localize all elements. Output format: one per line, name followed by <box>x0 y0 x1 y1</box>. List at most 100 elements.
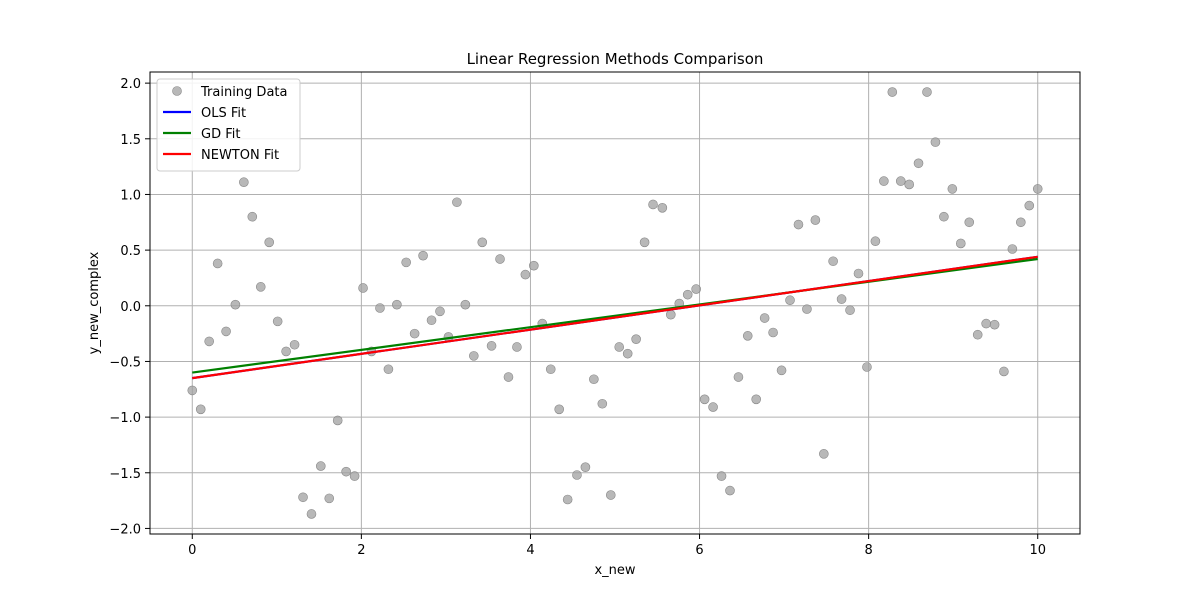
training-data-point <box>930 137 941 147</box>
training-data-point <box>477 237 488 248</box>
training-data-point <box>870 236 881 247</box>
y-tick-label: −2.0 <box>109 522 141 537</box>
y-tick-label: 2.0 <box>120 77 141 92</box>
training-data-point <box>1016 217 1026 228</box>
training-data-point <box>895 176 906 186</box>
fit-line-newton-fit <box>192 255 1038 380</box>
legend-label: OLS Fit <box>201 106 246 121</box>
training-data-point <box>999 366 1009 377</box>
training-data-point <box>989 319 1000 330</box>
training-data-point <box>1032 184 1043 194</box>
training-data-point <box>204 336 214 347</box>
training-data-point <box>554 404 565 415</box>
training-data-point <box>742 331 753 341</box>
training-data-point <box>708 402 718 412</box>
training-data-point <box>802 304 812 314</box>
training-data-point <box>580 462 591 473</box>
training-data-point <box>793 219 804 230</box>
training-data-point <box>682 289 693 300</box>
training-data-point <box>716 471 727 481</box>
training-data-point <box>452 197 462 208</box>
training-data-point <box>272 316 283 327</box>
training-data-point <box>853 268 864 279</box>
training-data-point <box>332 415 343 426</box>
training-data-point <box>819 449 829 459</box>
training-data-point <box>1007 244 1018 254</box>
training-data-point <box>545 364 556 375</box>
training-data-point <box>939 211 949 222</box>
x-axis-ticks: 0 2 4 6 8 10 <box>188 534 1046 558</box>
training-data-point <box>955 238 966 249</box>
training-data-point <box>239 177 249 188</box>
training-data-point <box>810 215 821 225</box>
training-data-point <box>212 258 223 269</box>
training-data-point <box>691 284 701 294</box>
training-data-point <box>862 362 872 372</box>
legend-box <box>156 78 301 172</box>
training-data-point <box>845 305 855 316</box>
x-tick-label: 8 <box>864 543 872 558</box>
chart-title: Linear Regression Methods Comparison <box>467 50 764 68</box>
x-tick-label: 0 <box>188 543 196 558</box>
training-data-point <box>255 282 266 292</box>
training-data-point <box>247 211 258 222</box>
training-data-point <box>665 309 676 320</box>
legend-label: Training Data <box>200 85 287 100</box>
training-data-point <box>631 334 641 344</box>
training-data-point <box>221 326 231 337</box>
training-data-point <box>589 374 599 385</box>
training-data-point <box>972 329 983 340</box>
training-data-point <box>512 342 522 352</box>
y-tick-label: 0.5 <box>120 244 141 259</box>
training-data-point <box>922 87 932 97</box>
training-data-point <box>187 385 198 396</box>
training-data-point <box>1024 200 1035 211</box>
training-data-point <box>751 394 761 405</box>
training-data-point <box>529 260 539 271</box>
y-tick-label: −0.5 <box>109 355 141 370</box>
training-data-point <box>639 237 650 248</box>
plot-frame <box>149 71 1081 535</box>
training-data-point <box>836 294 847 304</box>
training-data-point <box>503 372 514 382</box>
training-data-point <box>409 328 420 339</box>
training-data-point <box>324 493 335 504</box>
scatter-points <box>187 87 1043 519</box>
training-data-point <box>657 203 668 213</box>
x-tick-label: 6 <box>695 543 703 558</box>
y-tick-label: 1.0 <box>120 188 141 203</box>
training-data-point <box>281 346 291 357</box>
grid <box>150 72 1080 534</box>
training-data-point <box>947 184 958 194</box>
training-data-point <box>392 299 402 310</box>
training-data-point <box>358 283 368 293</box>
training-data-point <box>349 471 360 481</box>
legend-label: GD Fit <box>201 127 240 142</box>
training-data-point <box>495 254 505 264</box>
legend-label: NEWTON Fit <box>201 148 279 163</box>
training-data-point <box>306 509 317 519</box>
training-data-point <box>879 176 889 186</box>
training-data-point <box>418 250 428 261</box>
training-data-point <box>562 494 573 505</box>
training-data-point <box>486 341 497 351</box>
training-data-point <box>341 466 351 477</box>
training-data-point <box>597 398 608 409</box>
y-tick-label: −1.0 <box>109 411 141 426</box>
training-data-point <box>315 461 326 471</box>
training-data-point <box>759 313 770 323</box>
training-data-point <box>289 339 300 350</box>
x-tick-label: 10 <box>1029 543 1046 558</box>
y-tick-label: −1.5 <box>109 467 141 482</box>
training-data-point <box>699 394 710 405</box>
training-data-point <box>469 351 479 361</box>
y-tick-label: 1.5 <box>120 133 141 148</box>
training-data-point <box>426 315 437 326</box>
x-axis-label: x_new <box>594 563 635 578</box>
training-data-point <box>913 158 924 169</box>
training-data-point <box>648 199 658 210</box>
training-data-point <box>460 299 471 310</box>
training-data-point <box>298 492 308 503</box>
training-data-point <box>887 87 898 97</box>
